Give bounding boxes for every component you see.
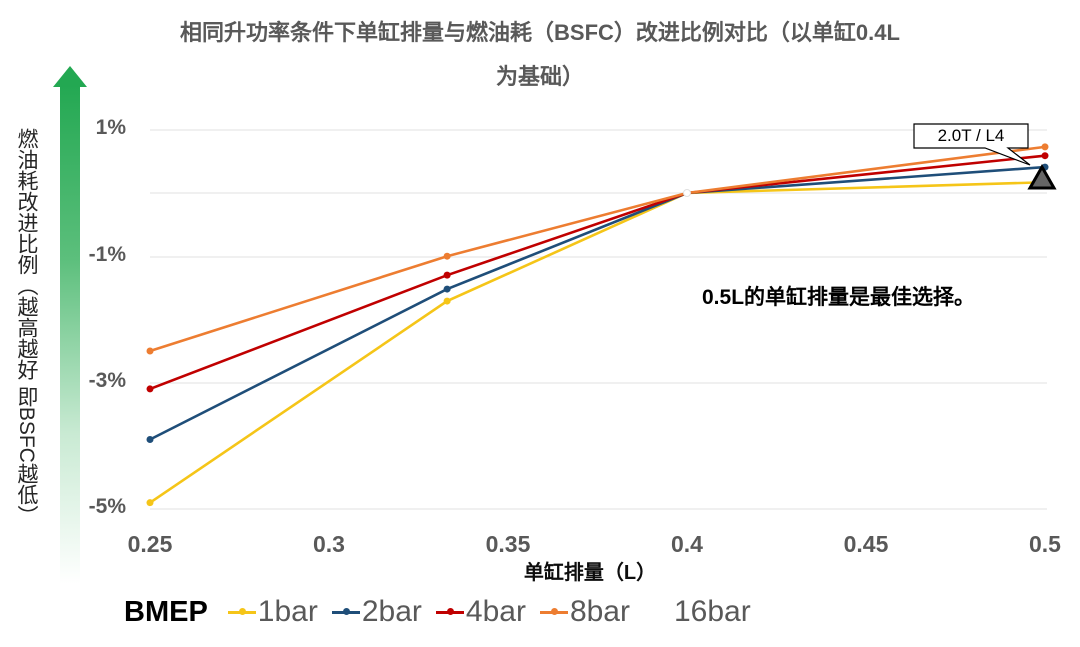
x-tick-0-4: 0.4 xyxy=(671,531,703,557)
data-point-1bar xyxy=(443,297,451,305)
y-tick-neg1pct: -1% xyxy=(88,243,126,266)
y-axis-label: 燃油耗改进比例（越高越好 即BSFC越低） xyxy=(15,128,38,526)
up-arrow-icon xyxy=(53,66,87,584)
y-tick-neg5pct: -5% xyxy=(88,495,126,518)
series-line-1bar xyxy=(149,180,1046,504)
legend-label: 8bar xyxy=(569,595,630,628)
x-tick-0-45: 0.45 xyxy=(843,531,889,557)
series-line-4bar xyxy=(149,154,1046,391)
legend-item-8bar[interactable]: 8bar xyxy=(539,595,630,629)
callout-label: 2.0T / L4 xyxy=(937,126,1005,145)
legend-title: BMEP xyxy=(124,595,208,628)
data-point-4bar xyxy=(146,385,154,393)
legend-label: 4bar xyxy=(465,595,526,628)
legend-label: 2bar xyxy=(361,595,422,628)
y-tick-1pct: 1% xyxy=(95,116,126,139)
x-tick-0-25: 0.25 xyxy=(127,531,173,557)
x-tick-0-3: 0.3 xyxy=(313,531,345,557)
data-point-8bar xyxy=(1041,143,1049,151)
chart-title-line-1: 相同升功率条件下单缸排量与燃油耗（BSFC）改进比例对比（以单缸0.4L xyxy=(180,20,900,45)
data-point-8bar xyxy=(146,347,154,355)
legend-item-4bar[interactable]: 4bar xyxy=(435,595,526,629)
conclusion-annotation: 0.5L的单缸排量是最佳选择。 xyxy=(702,286,976,309)
x-tick-0-35: 0.35 xyxy=(485,531,531,557)
gridlines xyxy=(150,129,1047,510)
triangle-marker-icon xyxy=(1027,163,1057,190)
legend-label: 1bar xyxy=(257,595,318,628)
data-point-16bar xyxy=(683,189,691,197)
legend-item-16bar[interactable]: 16bar xyxy=(643,595,751,629)
series-line-8bar xyxy=(149,145,1046,353)
series-line-2bar xyxy=(149,165,1046,441)
legend-swatch-8bar xyxy=(539,608,568,615)
legend-swatch-2bar xyxy=(331,608,360,615)
data-point-4bar xyxy=(1041,152,1049,160)
data-point-2bar xyxy=(146,435,154,443)
legend-label: 16bar xyxy=(673,595,751,628)
legend-swatch-16bar xyxy=(643,608,672,615)
series-layer xyxy=(146,143,1049,507)
data-point-8bar xyxy=(443,252,451,260)
legend-swatch-1bar xyxy=(227,608,256,615)
chart-title-line-2: 为基础） xyxy=(495,64,584,89)
legend-item-2bar[interactable]: 2bar xyxy=(331,595,422,629)
legend: BMEP 1bar 2bar 4bar 8bar 16bar xyxy=(124,590,765,634)
data-point-4bar xyxy=(443,271,451,279)
legend-swatch-4bar xyxy=(435,608,464,615)
y-tick-neg3pct: -3% xyxy=(88,369,126,392)
data-point-1bar xyxy=(146,499,154,507)
x-axis-label: 单缸排量（L） xyxy=(523,562,657,584)
x-tick-0-5: 0.5 xyxy=(1029,531,1061,557)
callout-2-0t-l4 xyxy=(913,123,1031,166)
data-point-2bar xyxy=(443,285,451,293)
legend-item-1bar[interactable]: 1bar xyxy=(227,595,318,629)
